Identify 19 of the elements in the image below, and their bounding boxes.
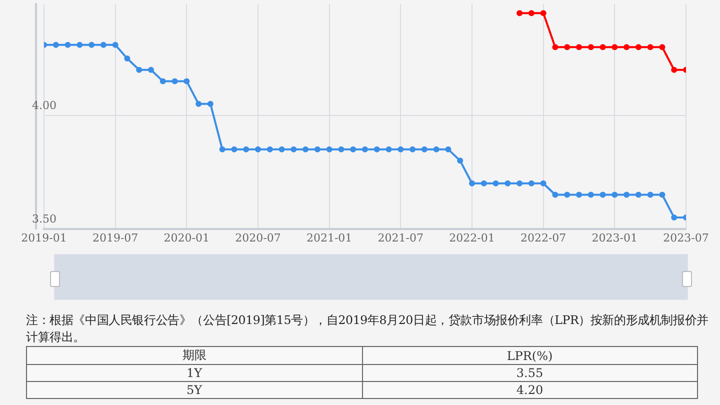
- x-tick-label: 2021-07: [378, 231, 424, 244]
- x-tick-label: 2023-01: [592, 231, 638, 244]
- text: 3.55: [362, 364, 698, 382]
- x-tick-label: 2019-01: [21, 231, 67, 244]
- y-tick-label: 4.00: [32, 99, 56, 112]
- x-tick-label: 2021-01: [306, 231, 352, 244]
- text: 1Y: [26, 364, 362, 382]
- x-tick-label: 2023-07: [663, 231, 709, 244]
- text: 期限: [26, 346, 362, 364]
- text: 注：根据《中国人民银行公告》（公告[2019]第15号），自2019年8月20日起，贷款市场报价利率（LPR）按新的形成机制报价并计算得出。: [26, 312, 710, 346]
- text: 5Y: [26, 382, 362, 398]
- x-tick-label: 2019-07: [92, 231, 138, 244]
- y-tick-label: 3.50: [32, 212, 56, 226]
- x-tick-label: 2020-07: [235, 231, 281, 244]
- text: 4.20: [362, 382, 698, 398]
- x-tick-label: 2020-01: [164, 231, 210, 244]
- text: LPR(%): [362, 346, 698, 364]
- x-tick-label: 2022-07: [520, 231, 566, 244]
- x-tick-label: 2022-01: [449, 231, 495, 244]
